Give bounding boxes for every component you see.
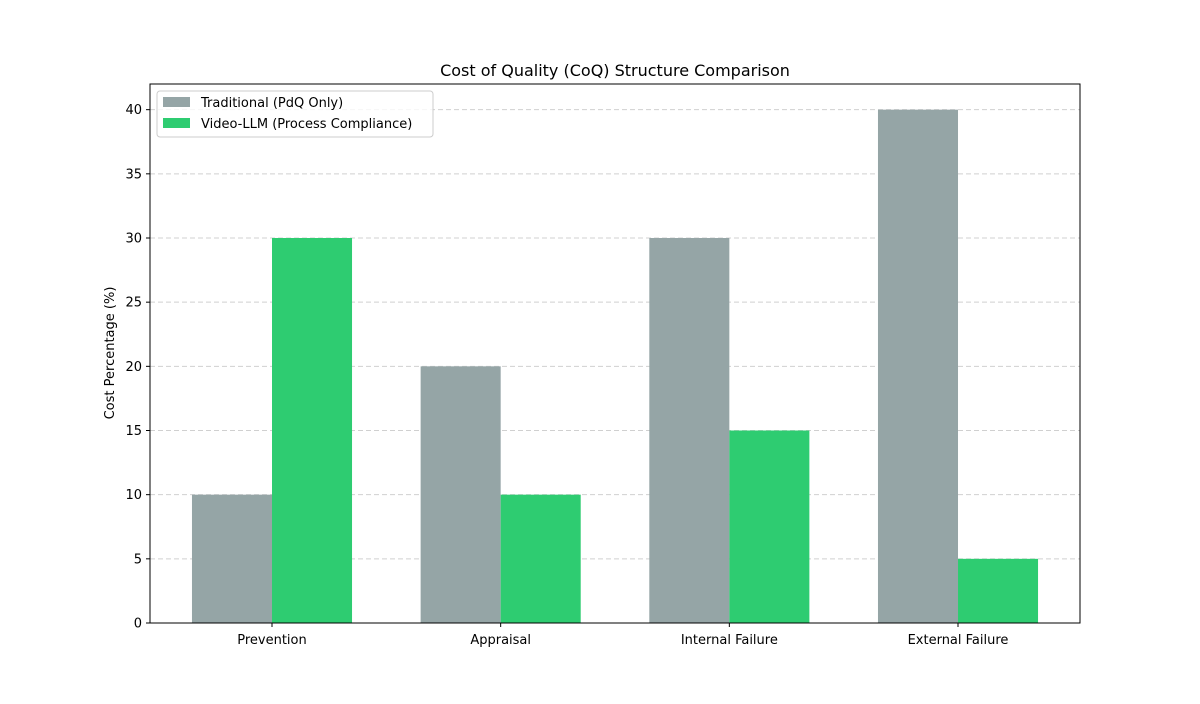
x-axis: Prevention Appraisal Internal Failure Exter… <box>237 623 1008 648</box>
y-tick-label: 20 <box>125 360 142 375</box>
y-axis: 0 5 10 15 20 25 30 35 40 <box>125 103 150 632</box>
bar-video-llm <box>272 238 353 623</box>
legend-label: Video-LLM (Process Compliance) <box>201 117 412 132</box>
legend-swatch <box>163 97 190 107</box>
legend-label: Traditional (PdQ Only) <box>200 96 343 111</box>
x-tick-label: External Failure <box>908 633 1009 648</box>
bars <box>191 109 1039 623</box>
bar-video-llm <box>729 430 810 623</box>
y-tick-label: 35 <box>125 167 142 182</box>
bar-traditional <box>191 494 272 623</box>
bar-video-llm <box>500 494 581 623</box>
y-tick-label: 5 <box>134 552 142 567</box>
bar-traditional <box>877 109 959 623</box>
bar-traditional <box>420 366 501 623</box>
plot-frame <box>149 83 1081 624</box>
x-tick-label: Internal Failure <box>681 633 778 648</box>
bar-traditional <box>649 238 730 623</box>
legend-box <box>156 90 434 138</box>
y-tick-label: 0 <box>134 617 142 632</box>
legend-swatch <box>163 118 190 128</box>
x-tick-label: Prevention <box>237 633 307 648</box>
y-tick-label: 10 <box>125 488 142 503</box>
y-tick-label: 15 <box>125 424 142 439</box>
legend: Traditional (PdQ Only) Video-LLM (Process… <box>156 90 434 138</box>
y-tick-label: 30 <box>125 232 142 247</box>
bar-video-llm <box>958 558 1039 623</box>
y-tick-label: 25 <box>125 296 142 311</box>
y-tick-label: 40 <box>125 103 142 118</box>
y-axis-label: Cost Percentage (%) <box>103 287 118 420</box>
x-tick-label: Appraisal <box>470 633 531 648</box>
chart-title: Cost of Quality (CoQ) Structure Comparis… <box>440 61 790 80</box>
